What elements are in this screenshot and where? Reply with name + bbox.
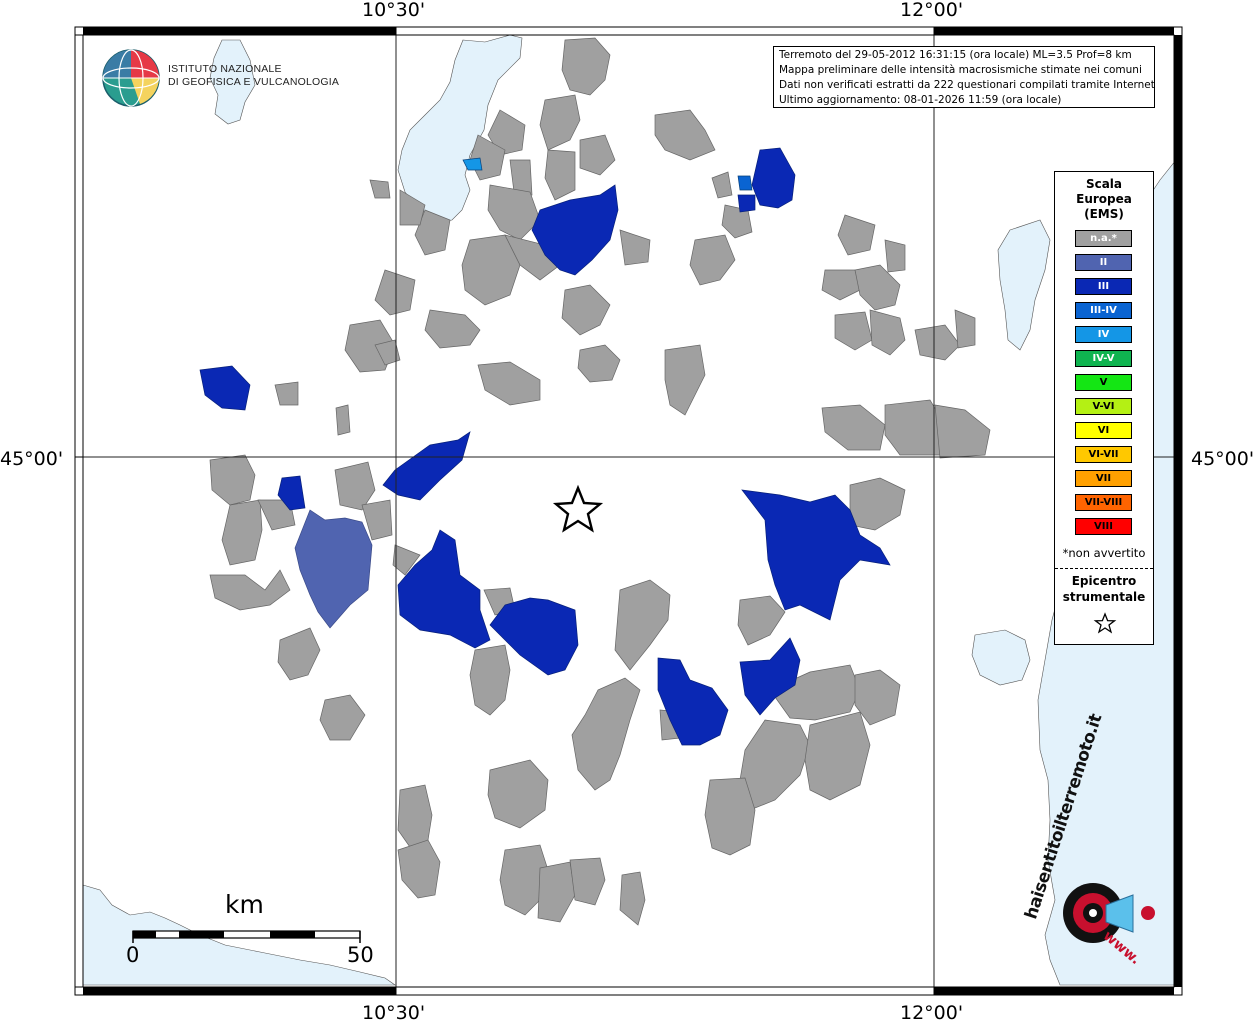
legend-swatch: IV [1075, 326, 1132, 343]
legend-title-2: Europea [1076, 192, 1132, 206]
coord-bottom-left: 10°30' [362, 1002, 426, 1024]
ems-legend: Scala Europea (EMS) n.a.* II III III-IV IV IV… [1054, 171, 1154, 645]
legend-swatch: VII-VIII [1075, 494, 1132, 511]
info-line-2: Mappa preliminare delle intensità macros… [779, 64, 1142, 76]
lagoon-venice [997, 219, 1051, 351]
legend-separator [1055, 568, 1153, 569]
coord-left-lat: 45°00' [0, 448, 64, 470]
legend-epicenter-label: Epicentro strumentale [1055, 573, 1153, 605]
legend-swatch: III [1075, 278, 1132, 295]
municipality-intensity-II [294, 509, 373, 629]
legend-swatch: V-VI [1075, 398, 1132, 415]
scale-bar [132, 930, 361, 943]
legend-swatch: VII [1075, 470, 1132, 487]
legend-swatch: VIII [1075, 518, 1132, 535]
event-info-box: Terremoto del 29-05-2012 16:31:15 (ora l… [773, 46, 1155, 108]
graticule [75, 27, 1182, 995]
municipalities-intensity-III [199, 147, 891, 746]
legend-title: Scala Europea (EMS) [1055, 177, 1153, 222]
scale-max: 50 [347, 943, 374, 967]
map-frame [74, 26, 1183, 996]
legend-epicenter-2: strumentale [1062, 590, 1146, 604]
logo-line-2: DI GEOFISICA E VULCANOLOGIA [168, 76, 340, 88]
legend-swatch: II [1075, 254, 1132, 271]
legend-swatch: V [1075, 374, 1132, 391]
info-line-1: Terremoto del 29-05-2012 16:31:15 (ora l… [779, 49, 1132, 61]
legend-swatch: VI-VII [1075, 446, 1132, 463]
speaker-icon [1063, 883, 1155, 943]
coord-bottom-right: 12°00' [900, 1002, 964, 1024]
lagoon-comacchio [971, 629, 1031, 686]
ingv-logo-text: ISTITUTO NAZIONALE DI GEOFISICA E VULCAN… [168, 63, 339, 89]
ligurian-sea [82, 884, 396, 986]
municipalities-not-felt [209, 37, 991, 926]
lake-iseo [209, 39, 256, 125]
legend-epicenter-1: Epicentro [1071, 574, 1137, 588]
legend-swatch: VI [1075, 422, 1132, 439]
municipality-intensity-IV [462, 157, 483, 171]
star-icon [1093, 612, 1117, 634]
legend-title-3: (EMS) [1084, 207, 1124, 221]
municipality-intensity-III-IV [737, 175, 753, 191]
epicenter-star-icon [552, 484, 604, 533]
legend-title-1: Scala [1085, 177, 1123, 191]
logo-line-1: ISTITUTO NAZIONALE [168, 63, 282, 75]
legend-swatch: III-IV [1075, 302, 1132, 319]
legend-swatch: n.a.* [1075, 230, 1132, 247]
info-line-3: Dati non verificati estratti da 222 ques… [779, 79, 1154, 91]
coord-top-left: 10°30' [362, 0, 426, 21]
coord-right-lat: 45°00' [1191, 448, 1255, 470]
scale-min: 0 [126, 943, 140, 967]
legend-swatch: IV-V [1075, 350, 1132, 367]
globe-icon [102, 49, 160, 107]
coord-top-right: 12°00' [900, 0, 964, 21]
info-line-4: Ultimo aggiornamento: 08-01-2026 11:59 (… [779, 94, 1062, 106]
legend-note: *non avvertito [1062, 546, 1146, 560]
scale-unit: km [225, 890, 264, 919]
lake-garda [397, 34, 523, 223]
